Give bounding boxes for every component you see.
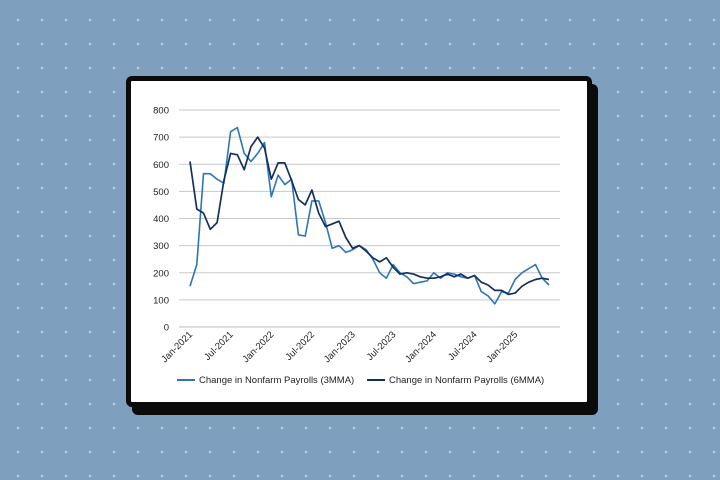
y-tick-label: 400 — [153, 214, 169, 225]
chart-card: 0 100 200 300 400 500 600 700 800 Jan-2021 Jul-20… — [126, 76, 592, 407]
legend-label: Change in Nonfarm Payrolls (6MMA) — [389, 375, 544, 386]
y-tick-label: 200 — [153, 268, 169, 279]
legend-label: Change in Nonfarm Payrolls (3MMA) — [199, 375, 354, 386]
series-line-3mma — [189, 126, 550, 305]
y-tick-label: 100 — [153, 295, 169, 306]
series-line-6mma — [189, 136, 550, 296]
x-tick-label: Jan-2023 — [322, 329, 358, 365]
x-tick-label: Jul-2021 — [202, 329, 236, 363]
y-tick-label: 0 — [164, 323, 169, 334]
x-tick-label: Jan-2025 — [484, 329, 520, 365]
series-lines — [189, 126, 550, 305]
x-tick-label: Jul-2024 — [446, 329, 480, 363]
x-tick-label: Jan-2024 — [403, 329, 439, 365]
x-tick-label: Jul-2023 — [365, 329, 399, 363]
y-tick-label: 500 — [153, 187, 169, 198]
y-tick-label: 600 — [153, 160, 169, 171]
y-tick-label: 700 — [153, 133, 169, 144]
y-tick-label: 300 — [153, 241, 169, 252]
x-tick-label: Jan-2022 — [241, 329, 277, 365]
y-axis-ticks: 0 100 200 300 400 500 600 700 800 — [153, 106, 169, 334]
y-tick-label: 800 — [153, 106, 169, 117]
x-tick-label: Jul-2022 — [283, 329, 317, 363]
x-tick-label: Jan-2021 — [159, 329, 195, 365]
legend: Change in Nonfarm Payrolls (3MMA) Change … — [177, 375, 544, 386]
x-axis-ticks: Jan-2021 Jul-2021 Jan-2022 Jul-2022 Jan-2023… — [159, 329, 520, 365]
gridlines — [179, 109, 560, 328]
